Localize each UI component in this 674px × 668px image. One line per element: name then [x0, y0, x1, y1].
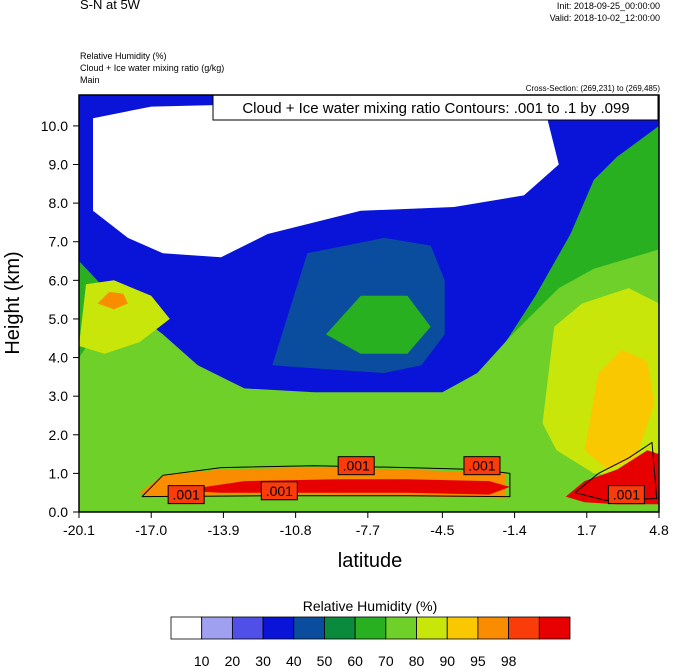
- contour-label-4: .001: [613, 487, 640, 503]
- colorbar-swatch: [231, 616, 264, 640]
- y-tick-label: 4.0: [49, 350, 69, 366]
- colorbar-label: 98: [501, 653, 517, 668]
- colorbar-label: 90: [439, 653, 455, 668]
- x-tick-label: -10.8: [280, 522, 312, 538]
- field-label-rh: Relative Humidity (%): [80, 51, 167, 61]
- colorbar-swatch: [293, 616, 325, 640]
- y-tick-label: 7.0: [49, 234, 69, 250]
- x-tick-label: -1.4: [503, 522, 527, 538]
- colorbar-swatch: [354, 616, 387, 640]
- colorbar-swatch: [538, 616, 571, 640]
- colorbar-label: 70: [378, 653, 394, 668]
- contour-label-box-0: [167, 485, 205, 505]
- colorbar-label: 10: [194, 653, 210, 668]
- contour-label-box-4: [607, 485, 645, 505]
- colorbar-swatch: [446, 616, 479, 640]
- field-label-cloud: Cloud + Ice water mixing ratio (g/kg): [80, 63, 224, 73]
- colorbar-swatch: [262, 616, 295, 640]
- plot-title: S-N at 5W: [80, 0, 141, 12]
- humidity-region-3: [79, 249, 659, 512]
- humidity-region-0: [93, 102, 559, 258]
- colorbar: 10 20 30 40 50 60 70 80 90 95 98: [170, 616, 571, 668]
- contour-labels: .001 .001 .001 .001 .001: [167, 456, 645, 505]
- colorbar-swatch: [324, 616, 356, 640]
- y-tick-label: 1.0: [49, 465, 69, 481]
- humidity-region-5: [584, 349, 655, 470]
- colorbar-title: Relative Humidity (%): [303, 598, 438, 614]
- contour-info-box: [212, 94, 659, 121]
- colorbar-label: 50: [317, 653, 333, 668]
- valid-time: Valid: 2018-10-02_12:00:00: [550, 13, 660, 23]
- humidity-region-9: [97, 291, 128, 310]
- contour-line-1: [574, 441, 658, 501]
- x-tick-label: 1.7: [577, 522, 597, 538]
- y-tick-label: 10.0: [41, 118, 68, 134]
- y-axis-label: Height (km): [2, 251, 24, 354]
- humidity-region-7: [325, 295, 431, 354]
- x-tick-label: -20.1: [63, 522, 95, 538]
- y-tick-label: 5.0: [49, 311, 69, 327]
- humidity-field: [79, 102, 659, 512]
- y-tick-label: 0.0: [49, 504, 69, 520]
- y-tick-label: 6.0: [49, 272, 69, 288]
- humidity-region-8: [79, 280, 170, 354]
- contour-info: Cloud + Ice water mixing ratio Contours:…: [242, 100, 629, 117]
- plot-frame: [78, 94, 660, 513]
- colorbar-swatch: [170, 616, 203, 640]
- y-tick-label: 9.0: [49, 157, 69, 173]
- x-tick-label: -4.5: [430, 522, 454, 538]
- colorbar-label: 60: [347, 653, 363, 668]
- y-tick-label: 2.0: [49, 427, 69, 443]
- contour-label-1: .001: [266, 483, 293, 499]
- colorbar-swatch: [508, 616, 540, 640]
- colorbar-swatch: [416, 616, 448, 640]
- colorbar-swatch: [385, 616, 417, 640]
- cross-section-label: Cross-Section: (269,231) to (269,485): [526, 84, 661, 93]
- init-time: Init: 2018-09-25_00:00:00: [557, 1, 660, 11]
- y-tick-label: 8.0: [49, 195, 69, 211]
- colorbar-label: 30: [255, 653, 271, 668]
- x-tick-label: -7.7: [356, 522, 380, 538]
- colorbar-label: 20: [225, 653, 241, 668]
- x-axis: -20.1 -17.0 -13.9 -10.8 -7.7 -4.5 -1.4 1.7 4.8: [63, 512, 669, 538]
- contour-label-box-3: [463, 456, 501, 476]
- x-tick-label: -17.0: [135, 522, 167, 538]
- colorbar-swatch: [477, 616, 510, 640]
- x-tick-label: -13.9: [207, 522, 239, 538]
- colorbar-swatch: [201, 616, 233, 640]
- colorbar-label: 40: [286, 653, 302, 668]
- contour-label-box-2: [337, 456, 375, 476]
- contour-label-3: .001: [468, 458, 495, 474]
- contour-label-box-1: [260, 481, 298, 501]
- x-axis-label: latitude: [338, 550, 403, 572]
- field-label-main: Main: [80, 75, 100, 85]
- x-tick-label: 4.8: [649, 522, 669, 538]
- colorbar-label: 80: [409, 653, 425, 668]
- colorbar-label: 95: [470, 653, 486, 668]
- contour-label-2: .001: [343, 458, 370, 474]
- y-axis: 0.0 1.0 2.0 3.0 4.0 5.0 6.0 7.0 8.0 9.0 10.0: [41, 118, 79, 520]
- y-tick-label: 3.0: [49, 388, 69, 404]
- contour-label-0: .001: [173, 487, 200, 503]
